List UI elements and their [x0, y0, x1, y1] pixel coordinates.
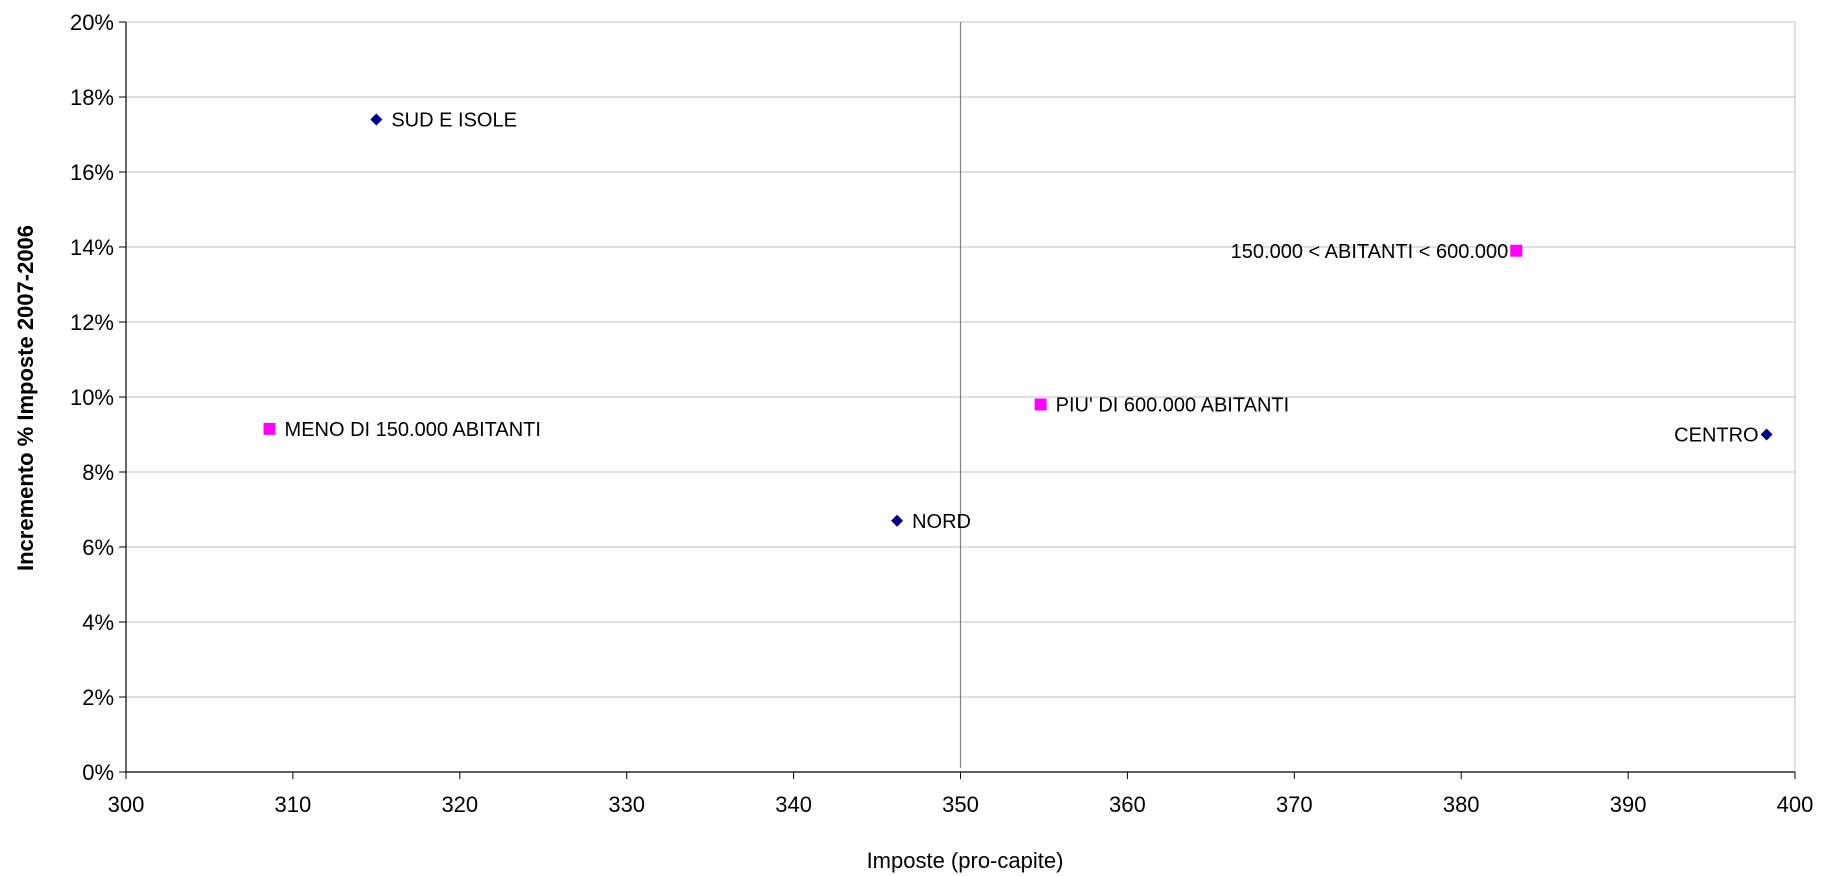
- y-tick-label: 10%: [70, 385, 114, 410]
- y-tick-label: 0%: [82, 760, 114, 785]
- point-label: CENTRO: [1674, 425, 1758, 447]
- point-label: SUD E ISOLE: [391, 110, 517, 132]
- x-tick-label: 300: [108, 792, 145, 817]
- y-tick-label: 12%: [70, 310, 114, 335]
- y-tick-label: 2%: [82, 685, 114, 710]
- x-tick-label: 340: [775, 792, 812, 817]
- point-label: MENO DI 150.000 ABITANTI: [285, 419, 541, 441]
- diamond-marker: [1760, 428, 1773, 441]
- tick-labels: 0% 2% 4% 6% 8% 10% 12% 14% 16% 18% 20% 300 310 320 330…: [70, 10, 1813, 817]
- y-axis-label: Incremento % Imposte 2007-2006: [13, 225, 38, 571]
- y-tick-label: 8%: [82, 460, 114, 485]
- x-axis-label: Imposte (pro-capite): [867, 848, 1064, 873]
- y-tick-label: 6%: [82, 535, 114, 560]
- y-tick-label: 20%: [70, 10, 114, 35]
- x-tick-label: 370: [1276, 792, 1313, 817]
- diamond-marker: [891, 514, 904, 527]
- x-tick-label: 390: [1610, 792, 1647, 817]
- x-tick-label: 320: [441, 792, 478, 817]
- x-tick-label: 350: [942, 792, 979, 817]
- y-tick-label: 14%: [70, 235, 114, 260]
- y-tick-label: 18%: [70, 85, 114, 110]
- x-tick-label: 310: [275, 792, 312, 817]
- point-label: NORD: [912, 511, 971, 533]
- y-tick-label: 4%: [82, 610, 114, 635]
- y-tick-label: 16%: [70, 160, 114, 185]
- x-tick-label: 400: [1777, 792, 1814, 817]
- square-marker: [263, 422, 276, 435]
- x-tick-label: 330: [608, 792, 645, 817]
- x-tick-label: 360: [1109, 792, 1146, 817]
- diamond-marker: [370, 113, 383, 126]
- axes: [119, 21, 1796, 779]
- square-marker: [1034, 398, 1047, 411]
- data-points: SUD E ISOLE MENO DI 150.000 ABITANTI NORD P…: [263, 110, 1773, 533]
- point-label: 150.000 < ABITANTI < 600.000: [1231, 241, 1509, 263]
- point-label: PIU' DI 600.000 ABITANTI: [1056, 395, 1290, 417]
- x-tick-label: 380: [1443, 792, 1480, 817]
- square-marker: [1510, 244, 1523, 257]
